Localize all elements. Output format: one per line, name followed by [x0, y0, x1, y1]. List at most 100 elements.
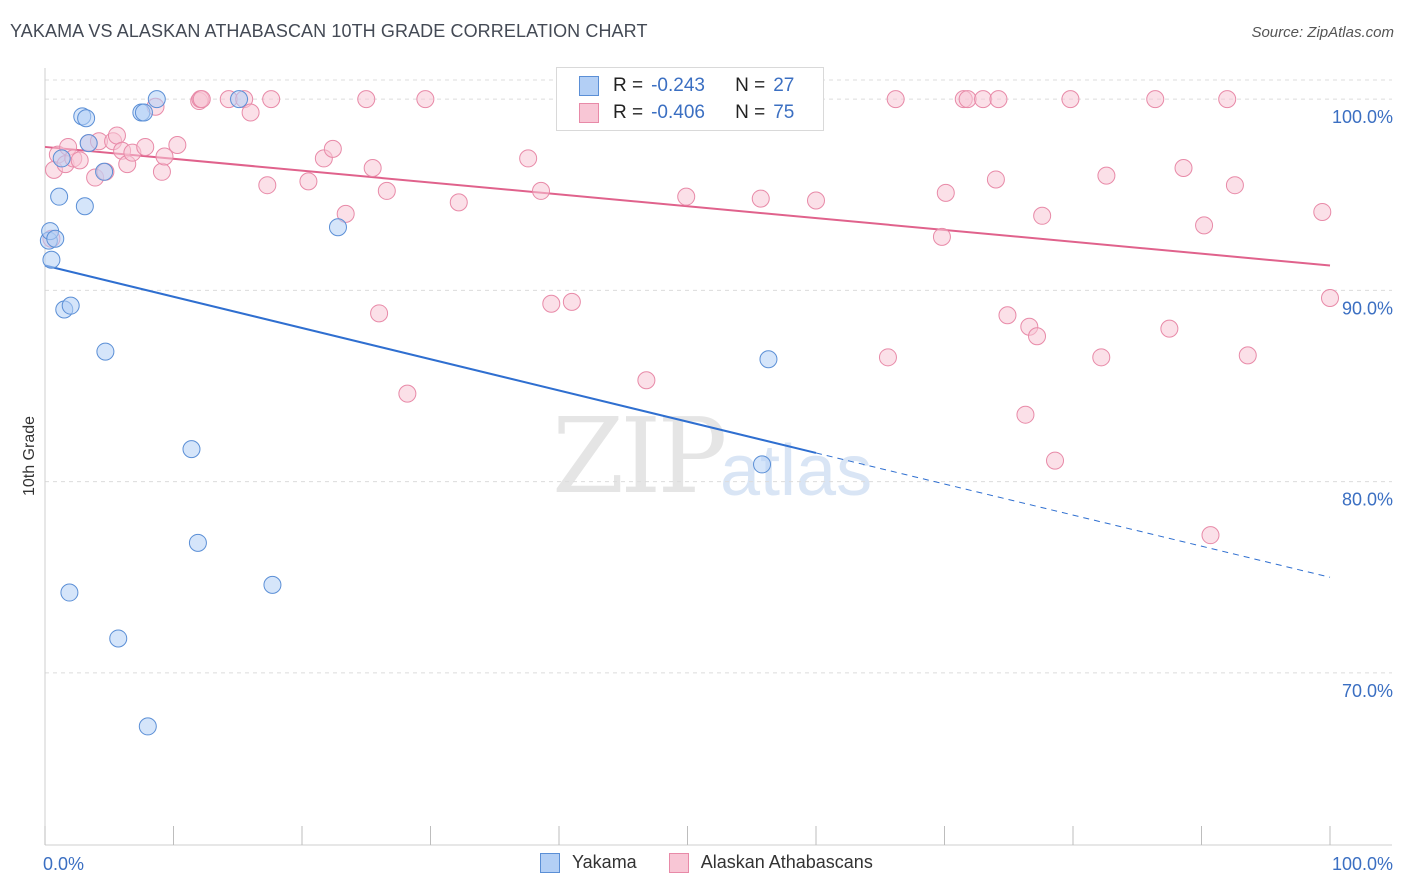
y-tick-label: 90.0%: [1342, 298, 1393, 318]
alaskan-athabascan-trend-line: [44, 145, 1331, 267]
alaskan-athabascan-point: [258, 176, 277, 195]
alaskan-athabascan-point: [1146, 90, 1165, 109]
trend-layer: [44, 145, 1331, 578]
alaskan-athabascan-point: [107, 126, 126, 145]
legend-row-yakama: R = -0.243 N = 27: [579, 73, 794, 99]
alaskan-athabascan-point: [416, 90, 435, 109]
alaskan-athabascan-point: [336, 204, 355, 223]
yakama-point: [42, 250, 61, 269]
alaskan-athabascan-point: [986, 170, 1005, 189]
legend-item-alaskan-athabascans[interactable]: Alaskan Athabascans: [668, 852, 873, 873]
alaskan-athabascan-point: [974, 90, 993, 109]
alaskan-athabascan-point: [677, 187, 696, 206]
yakama-point: [75, 197, 94, 216]
legend-swatch-yakama: [540, 852, 560, 873]
yakama-point: [328, 218, 347, 237]
yakama-point: [96, 342, 115, 361]
alaskan-athabascan-point: [1313, 202, 1332, 221]
alaskan-athabascan-point: [449, 193, 468, 212]
alaskan-athabascan-point: [1195, 216, 1214, 235]
y-tick-label: 70.0%: [1342, 681, 1393, 701]
legend-swatch-alaskan-athabascans: [668, 852, 689, 873]
alaskan-athabascan-point: [1028, 327, 1047, 346]
alaskan-athabascan-point: [1238, 346, 1257, 365]
alaskan-athabascan-point: [70, 151, 89, 170]
alaskan-athabascan-point: [532, 181, 551, 200]
yakama-point: [230, 90, 249, 109]
alaskan-athabascan-point: [989, 90, 1008, 109]
alaskan-athabascan-point: [1016, 405, 1035, 424]
source-label: Source: ZipAtlas.com: [1251, 24, 1394, 41]
legend-swatch-alaskan-athabascans: [579, 103, 599, 123]
yakama-point: [52, 149, 71, 168]
yakama-point: [188, 533, 207, 552]
yakama-point: [182, 440, 201, 459]
y-tick-label: 100.0%: [1332, 107, 1393, 127]
legend-item-yakama[interactable]: Yakama: [540, 852, 637, 873]
alaskan-athabascan-point: [363, 158, 382, 177]
watermark-atlas: atlas: [720, 431, 873, 511]
alaskan-athabascan-point: [168, 136, 187, 155]
alaskan-athabascan-point: [299, 172, 318, 191]
legend-row-alaskan-athabascans: R = -0.406 N = 75: [579, 100, 794, 126]
yakama-point: [77, 109, 96, 128]
legend-r-label: R =: [613, 102, 644, 123]
alaskan-athabascan-point: [751, 189, 770, 208]
alaskan-athabascan-point: [1321, 289, 1339, 308]
alaskan-athabascan-point: [1218, 90, 1237, 109]
alaskan-athabascan-point: [323, 139, 342, 158]
alaskan-athabascan-point: [1201, 526, 1220, 545]
points-layer: [39, 90, 1339, 736]
yakama-point: [753, 455, 772, 474]
alaskan-athabascan-point: [1046, 451, 1065, 470]
alaskan-athabascan-point: [1225, 176, 1244, 195]
alaskan-athabascan-point: [155, 147, 174, 166]
alaskan-athabascan-point: [136, 137, 155, 156]
legend-n-value: 27: [773, 75, 795, 96]
tick-label-layer: 100.0% 90.0% 80.0% 70.0% 0.0% 100.0%: [43, 107, 1393, 874]
alaskan-athabascan-point: [878, 348, 897, 367]
alaskan-athabascan-point: [1174, 158, 1193, 177]
watermark-zip: ZIP: [552, 395, 727, 517]
alaskan-athabascan-point: [370, 304, 389, 323]
alaskan-athabascan-point: [886, 90, 905, 109]
yakama-point: [61, 296, 80, 315]
alaskan-athabascan-point: [398, 384, 417, 403]
alaskan-athabascan-point: [1097, 166, 1116, 185]
yakama-point: [134, 103, 153, 122]
legend-r-value: -0.406: [651, 102, 705, 123]
axis-layer: [44, 68, 1392, 846]
legend-n-label: N =: [735, 75, 766, 96]
alaskan-athabascan-point: [241, 103, 260, 122]
alaskan-athabascan-point: [542, 294, 561, 313]
alaskan-athabascan-point: [377, 181, 396, 200]
alaskan-athabascan-point: [958, 90, 977, 109]
alaskan-athabascan-point: [932, 227, 951, 246]
alaskan-athabascan-point: [192, 90, 211, 109]
legend-r-label: R =: [613, 75, 644, 96]
y-tick-label: 80.0%: [1342, 490, 1393, 510]
alaskan-athabascan-point: [998, 306, 1017, 325]
yakama-point: [79, 134, 98, 153]
yakama-point: [95, 162, 114, 181]
alaskan-athabascan-point: [1061, 90, 1080, 109]
series-legend: Yakama Alaskan Athabascans: [540, 852, 905, 873]
legend-n-label: N =: [735, 102, 766, 123]
alaskan-athabascan-point: [262, 90, 281, 109]
yakama-point: [263, 575, 282, 594]
yakama-point: [60, 583, 79, 602]
alaskan-athabascan-point: [152, 162, 171, 181]
x-tick-label-start: 0.0%: [43, 854, 84, 874]
yakama-point: [50, 187, 69, 206]
alaskan-athabascan-point: [1033, 206, 1052, 225]
chart-title: YAKAMA VS ALASKAN ATHABASCAN 10TH GRADE …: [10, 21, 648, 41]
yakama-point: [109, 629, 128, 648]
yakama-trend-line: [44, 264, 817, 454]
alaskan-athabascan-point: [1160, 319, 1179, 338]
alaskan-athabascan-point: [1092, 348, 1111, 367]
alaskan-athabascan-point: [519, 149, 538, 168]
legend-label-alaskan-athabascans: Alaskan Athabascans: [700, 852, 873, 872]
legend-n-value: 75: [773, 102, 795, 123]
yakama-point: [759, 350, 778, 369]
